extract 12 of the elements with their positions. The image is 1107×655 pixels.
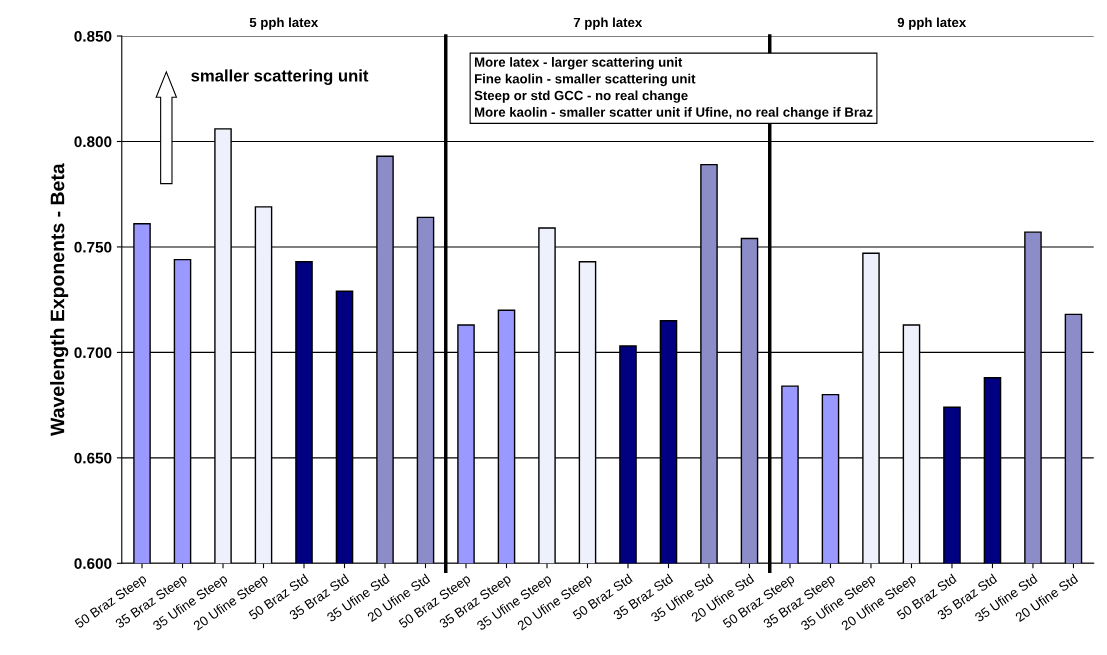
text: 9 pph latex	[897, 17, 967, 30]
annotation: smaller scattering unit	[191, 69, 369, 85]
y-tick-label: 0.750	[74, 241, 112, 253]
text: 7 pph latex	[573, 17, 643, 30]
y-tick-label: 0.700	[74, 347, 112, 359]
y-tick-label: 0.800	[74, 136, 112, 148]
y-tick-label: 0.650	[74, 452, 112, 464]
annotation: More latex - larger scattering unit Fine kaolin - smaller scattering unit Steep or std GCC - no real change More kaolin - smaller scatter unit if Ufine, no real change if Braz	[474, 57, 873, 120]
y-tick-label: 0.600	[74, 558, 112, 569]
y-tick-label: 0.850	[74, 30, 112, 42]
y-axis-title: Wavelength Exponents - Beta	[50, 163, 69, 436]
text: 5 pph latex	[249, 17, 319, 30]
